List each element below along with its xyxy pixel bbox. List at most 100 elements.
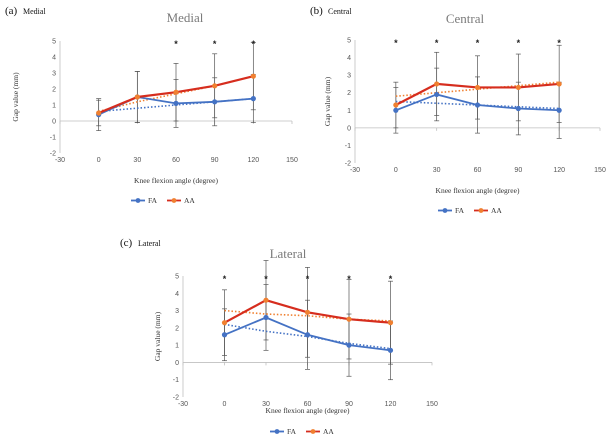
y-tick-label: 1 — [175, 343, 179, 350]
y-tick-label: 1 — [52, 103, 56, 110]
data-point-fa — [393, 107, 399, 113]
legend-label-aa: AA — [323, 427, 334, 436]
significance-star: * — [476, 38, 480, 48]
data-point-aa — [250, 73, 256, 79]
chart-title: Central — [446, 11, 485, 26]
panel-sublabel: Lateral — [138, 239, 161, 248]
data-point-fa — [474, 102, 481, 108]
legend-marker-aa — [171, 198, 177, 203]
x-tick-label: 30 — [133, 157, 141, 164]
y-tick-label: 3 — [52, 71, 56, 78]
y-tick-label: 3 — [347, 73, 351, 80]
y-tick-label: -2 — [173, 395, 179, 402]
y-tick-label: 1 — [347, 108, 351, 115]
trend-line-fa — [224, 323, 391, 350]
y-axis-label: Gap value (mm) — [153, 311, 162, 361]
x-tick-label: -30 — [55, 157, 65, 164]
significance-star: * — [223, 274, 227, 284]
y-tick-label: 0 — [347, 125, 351, 132]
significance-star: * — [252, 39, 256, 49]
data-point-fa — [304, 332, 311, 338]
y-tick-label: 0 — [175, 360, 179, 367]
x-tick-label: 120 — [553, 167, 565, 174]
data-point-aa — [212, 83, 218, 89]
data-point-fa — [346, 342, 352, 348]
x-axis-label: Knee flexion angle (degree) — [436, 186, 520, 195]
data-point-fa — [556, 107, 562, 113]
y-axis-label: Gap value (mm) — [11, 72, 20, 122]
panel-label: (c) — [120, 237, 133, 249]
data-point-aa — [134, 94, 140, 100]
x-tick-label: 150 — [594, 167, 606, 174]
panel-sublabel: Central — [328, 7, 352, 16]
y-tick-label: 5 — [347, 38, 351, 45]
legend-label-aa: AA — [184, 196, 195, 205]
y-tick-label: 5 — [175, 274, 179, 281]
legend-label-fa: FA — [287, 427, 297, 436]
y-axis-label: Gap value (mm) — [323, 76, 332, 126]
data-point-aa — [387, 320, 394, 326]
x-tick-label: 150 — [426, 401, 438, 408]
y-tick-label: 5 — [52, 39, 56, 46]
x-tick-label: 90 — [211, 157, 219, 164]
x-axis-label: Knee flexion angle (degree) — [266, 406, 350, 415]
data-point-aa — [221, 320, 228, 326]
data-point-aa — [556, 81, 562, 87]
legend-marker-fa — [274, 429, 280, 434]
data-point-fa — [221, 332, 228, 338]
legend-marker-aa — [310, 429, 316, 434]
significance-star: * — [174, 39, 178, 49]
x-tick-label: 90 — [514, 167, 522, 174]
x-tick-label: 60 — [474, 167, 482, 174]
significance-star: * — [389, 274, 393, 284]
significance-star: * — [306, 274, 310, 284]
y-tick-label: -1 — [173, 377, 179, 384]
significance-star: * — [264, 274, 268, 284]
data-point-aa — [96, 110, 102, 116]
y-tick-label: 2 — [175, 325, 179, 332]
y-tick-label: 2 — [52, 87, 56, 94]
significance-star: * — [394, 38, 398, 48]
data-point-aa — [515, 84, 521, 91]
x-axis-label: Knee flexion angle (degree) — [134, 176, 218, 185]
significance-star: * — [557, 38, 561, 48]
data-point-fa — [263, 314, 269, 321]
y-tick-label: 4 — [52, 55, 56, 62]
x-tick-label: 90 — [345, 401, 353, 408]
data-point-fa — [515, 105, 521, 112]
data-point-aa — [173, 89, 179, 95]
x-tick-label: 0 — [97, 157, 101, 164]
y-tick-label: 3 — [175, 308, 179, 315]
x-tick-label: -30 — [178, 401, 188, 408]
x-tick-label: 120 — [247, 157, 259, 164]
significance-star: * — [347, 274, 351, 284]
y-tick-label: -1 — [50, 135, 56, 142]
x-tick-label: 150 — [286, 157, 298, 164]
y-tick-label: -2 — [50, 151, 56, 158]
y-tick-label: 2 — [347, 90, 351, 97]
data-point-fa — [250, 96, 256, 102]
data-point-fa — [387, 347, 394, 353]
data-point-fa — [434, 91, 440, 98]
x-tick-label: 60 — [304, 401, 312, 408]
panel-label: (b) — [310, 5, 323, 17]
chart-panel-lateral: (c) Lateral Lateral -2 -1 0 1 2 3 4 5 -30 0 30 60 90 120… — [120, 237, 438, 436]
y-tick-label: -1 — [345, 143, 351, 150]
x-tick-label: 30 — [262, 401, 270, 408]
data-point-fa — [173, 100, 179, 106]
x-tick-label: 0 — [394, 167, 398, 174]
legend-marker-fa — [135, 198, 141, 203]
x-tick-label: 0 — [223, 401, 227, 408]
data-point-aa — [393, 102, 399, 108]
panel-sublabel: Medial — [23, 7, 46, 16]
y-tick-label: 4 — [347, 55, 351, 62]
data-point-aa — [346, 316, 352, 322]
data-point-fa — [212, 99, 218, 105]
chart-title: Lateral — [270, 246, 307, 261]
chart-title: Medial — [167, 10, 204, 25]
chart-panel-medial: (a) Medial Medial -2 -1 0 1 2 3 4 5 -30 0 30 60 90 120 15… — [5, 5, 298, 205]
legend-label-aa: AA — [491, 206, 502, 215]
data-point-aa — [263, 297, 269, 303]
legend-marker-fa — [442, 208, 448, 213]
data-point-aa — [304, 309, 311, 315]
